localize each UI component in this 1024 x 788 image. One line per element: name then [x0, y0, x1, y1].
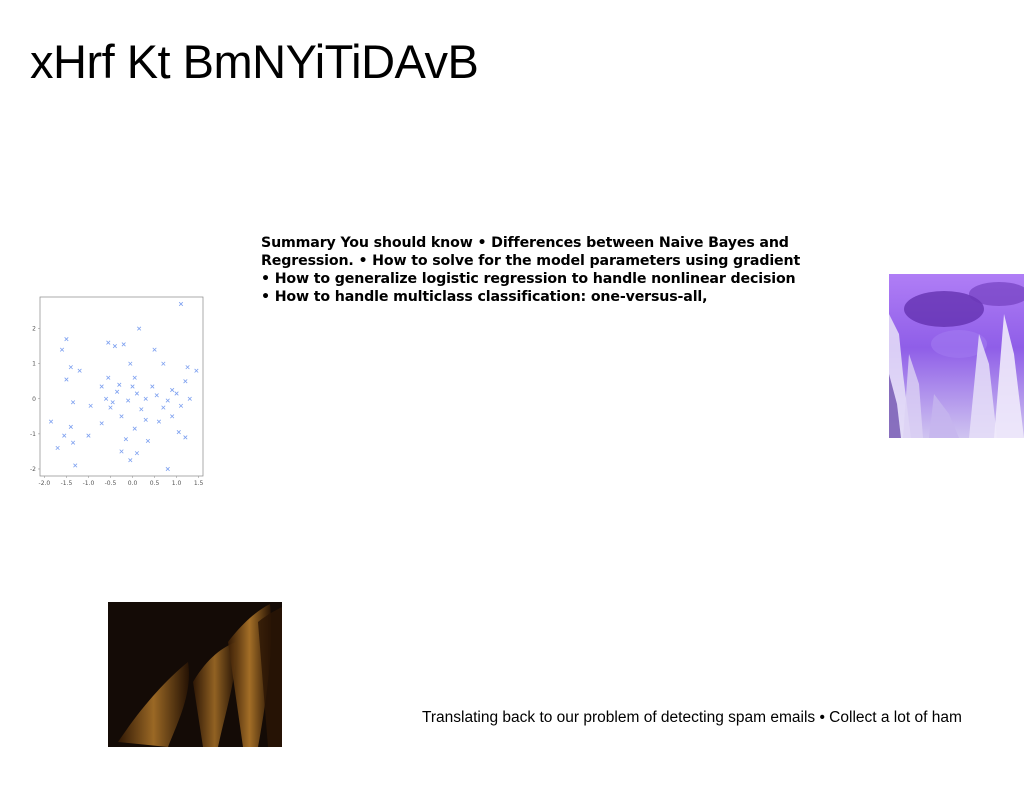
scatter-point — [154, 393, 159, 398]
scatter-point — [132, 375, 137, 380]
scatter-point — [185, 365, 190, 370]
scatter-point — [165, 466, 170, 472]
scatter-point — [132, 426, 137, 431]
scatter-point — [161, 361, 166, 366]
scatter-point — [99, 384, 104, 389]
scatter-point — [143, 396, 148, 401]
scatter-point — [70, 400, 76, 405]
scatter-point — [187, 396, 192, 401]
scatter-point — [59, 347, 65, 352]
scatter-point — [174, 391, 179, 396]
scatter-point — [115, 389, 120, 394]
scatter-point — [123, 437, 128, 442]
scatter-point — [128, 458, 133, 463]
bottom-caption: Translating back to our problem of detec… — [422, 709, 962, 726]
y-tick-label: -1 — [30, 431, 36, 438]
scatter-point — [117, 382, 122, 387]
x-tick-label: 0.0 — [128, 480, 138, 487]
scatter-point — [170, 414, 175, 419]
scatter-point — [106, 375, 111, 380]
summary-line: Summary You should know • Differences be… — [261, 235, 789, 251]
scatter-point — [99, 421, 104, 426]
y-tick-label: -2 — [30, 466, 36, 473]
x-tick-label: -0.5 — [105, 480, 117, 487]
scatter-point — [134, 451, 140, 456]
scatter-point — [64, 337, 69, 342]
purple-abstract-image — [889, 274, 1024, 438]
scatter-point — [68, 424, 73, 429]
y-tick-label: 0 — [32, 396, 36, 403]
scatter-point — [152, 347, 157, 352]
scatter-point — [170, 387, 175, 393]
scatter-point — [121, 342, 126, 347]
scatter-point — [119, 449, 124, 454]
summary-text: Summary You should know • Differences be… — [261, 234, 831, 306]
scatter-point — [126, 398, 131, 403]
scatter-point — [178, 301, 184, 307]
scatter-point — [112, 344, 117, 349]
scatter-point — [70, 440, 76, 445]
scatter-point — [178, 403, 184, 408]
scatter-point — [139, 407, 144, 412]
x-tick-label: -2.0 — [39, 480, 51, 487]
scatter-point — [183, 435, 188, 440]
summary-line: Regression. • How to solve for the model… — [261, 253, 801, 269]
y-tick-label: 2 — [32, 326, 36, 333]
scatter-point — [73, 463, 78, 468]
scatter-point — [165, 398, 170, 403]
x-tick-label: -1.5 — [61, 480, 73, 487]
scatter-point — [176, 430, 181, 435]
slide-title: xHrf Kt BmNYiTiDAvB — [30, 35, 479, 88]
scatter-point — [145, 438, 151, 443]
scatter-point — [88, 403, 93, 408]
dark-amber-abstract-image — [108, 602, 282, 747]
scatter-point — [183, 379, 188, 384]
summary-line: • How to generalize logistic regression … — [261, 271, 796, 287]
x-tick-label: 1.0 — [172, 480, 182, 487]
scatter-point — [128, 361, 133, 366]
scatter-point — [143, 417, 148, 422]
scatter-point — [106, 340, 111, 345]
scatter-point — [62, 433, 67, 438]
scatter-point — [68, 365, 73, 370]
scatter-point — [156, 419, 162, 424]
scatter-point — [77, 368, 82, 373]
scatter-point — [110, 400, 115, 405]
scatter-point — [194, 368, 199, 373]
x-tick-label: -1.0 — [83, 480, 95, 487]
scatter-point — [137, 326, 142, 331]
scatter-point — [103, 396, 109, 401]
scatter-point — [48, 419, 54, 424]
scatter-point — [55, 445, 60, 451]
scatter-point — [64, 377, 69, 382]
scatter-point — [119, 414, 124, 419]
plot-frame — [39, 296, 204, 477]
scatter-point — [130, 384, 135, 389]
x-tick-label: 1.5 — [194, 480, 204, 487]
y-tick-label: 1 — [32, 361, 36, 368]
x-tick-label: 0.5 — [150, 480, 160, 487]
scatter-point — [150, 384, 155, 389]
scatter-point — [161, 405, 166, 410]
scatter-point — [86, 433, 91, 438]
summary-line: • How to handle multiclass classificatio… — [261, 289, 708, 305]
scatter-point — [108, 405, 113, 410]
scatter-plot: -2.0 -1.5 -1.0 -0.5 0.0 0.5 1.0 1.5 2 1 0 -1 -2 — [30, 296, 204, 487]
scatter-point — [134, 391, 140, 396]
